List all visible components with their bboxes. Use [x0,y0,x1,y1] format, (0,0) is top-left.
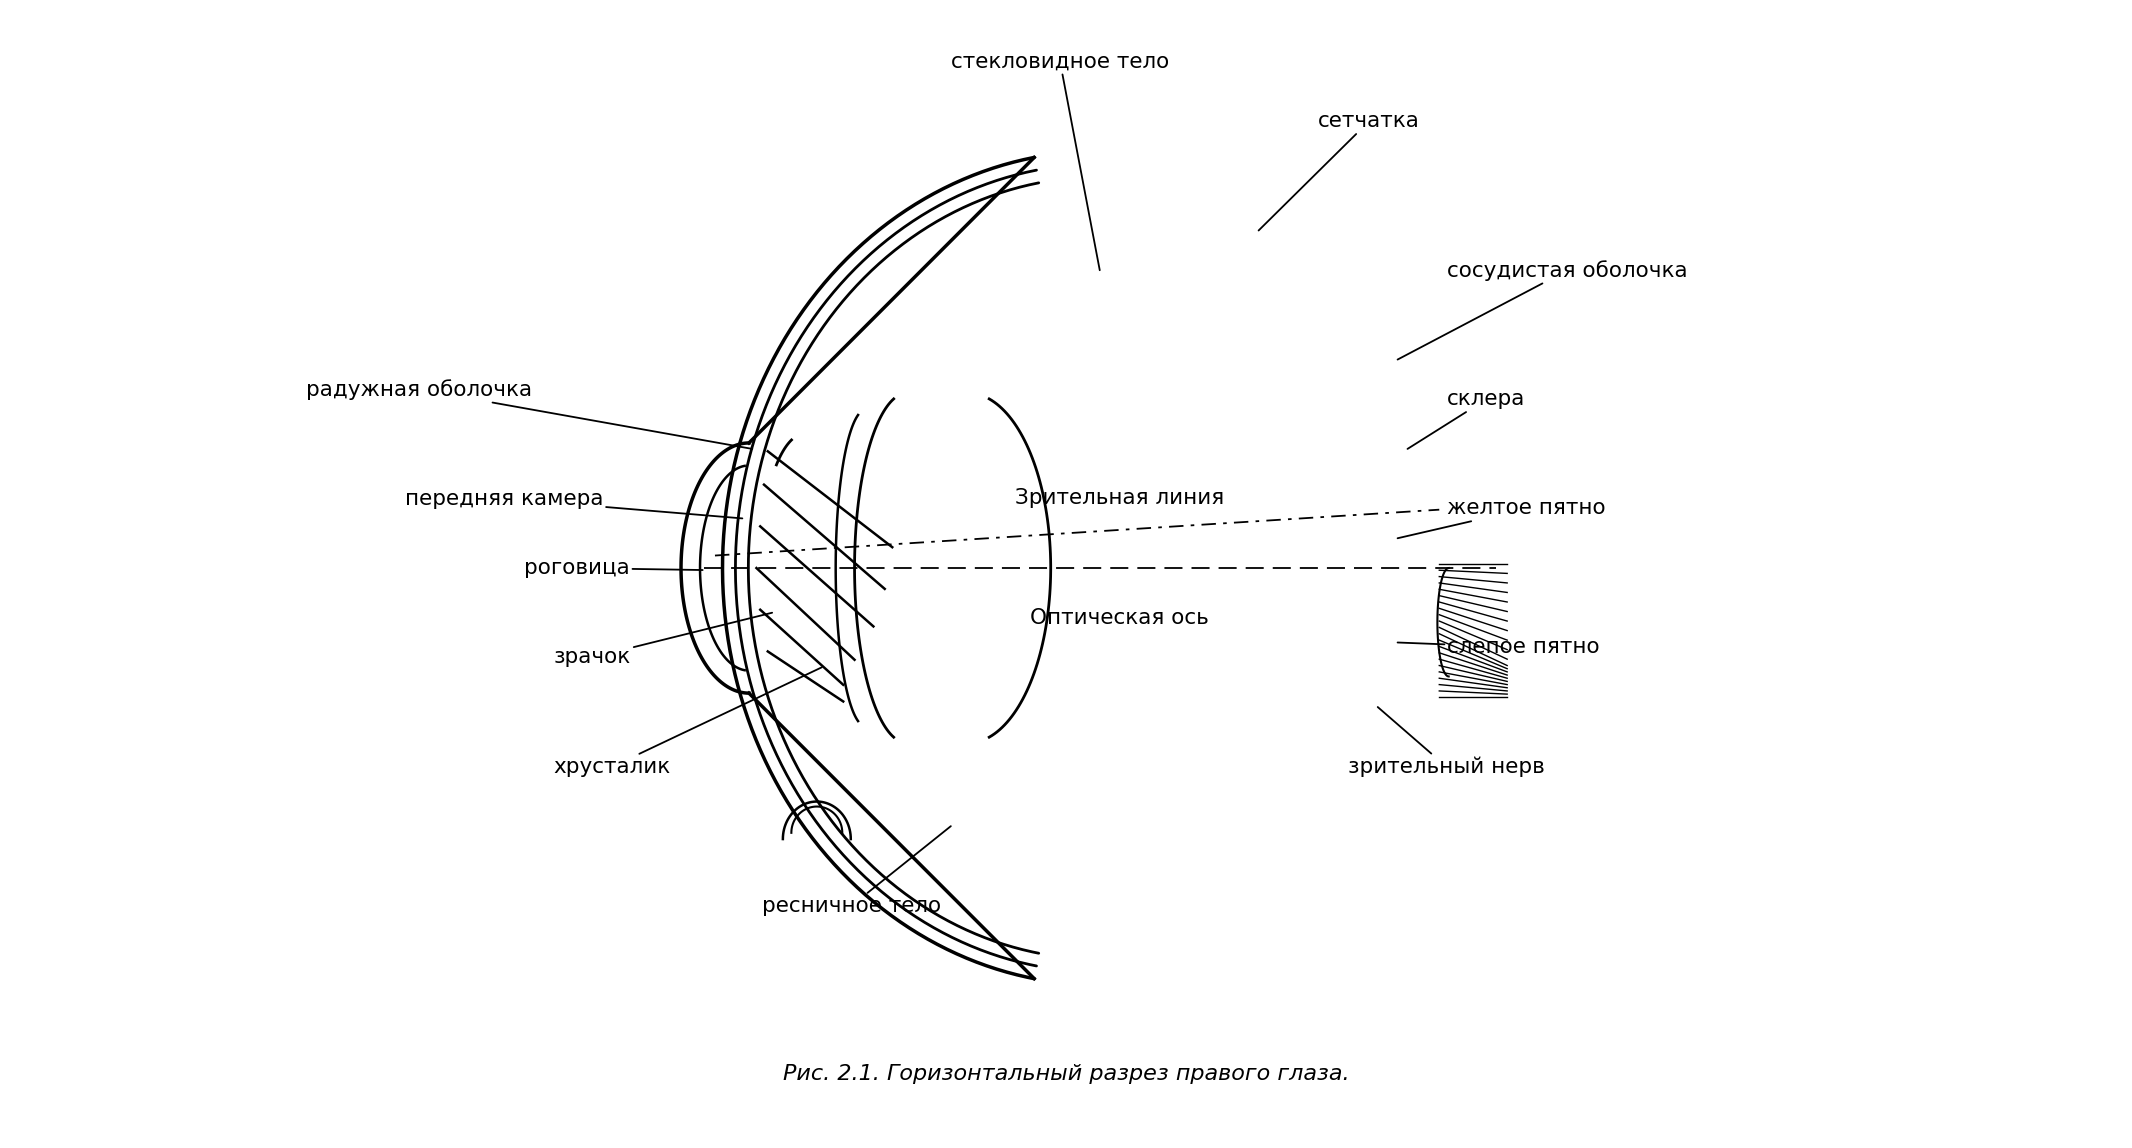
Text: слепое пятно: слепое пятно [1399,637,1599,658]
Text: Зрительная линия: Зрительная линия [1015,489,1224,509]
Text: сосудистая оболочка: сосудистая оболочка [1399,259,1689,359]
Text: радужная оболочка: радужная оболочка [305,379,753,449]
Text: зрачок: зрачок [554,613,772,667]
Text: желтое пятно: желтое пятно [1399,498,1605,538]
Text: Рис. 2.1. Горизонтальный разрез правого глаза.: Рис. 2.1. Горизонтальный разрез правого … [782,1064,1350,1084]
Text: сетчатка: сетчатка [1258,111,1420,231]
Text: ресничное тело: ресничное тело [761,827,951,916]
Text: склера: склера [1407,389,1527,449]
Text: передняя камера: передняя камера [405,489,742,519]
Text: стекловидное тело: стекловидное тело [951,52,1168,270]
Text: зрительный нерв: зрительный нерв [1347,707,1546,777]
Text: хрусталик: хрусталик [554,667,821,776]
Text: роговица: роговица [524,558,704,579]
Text: Оптическая ось: Оптическая ось [1030,607,1209,628]
